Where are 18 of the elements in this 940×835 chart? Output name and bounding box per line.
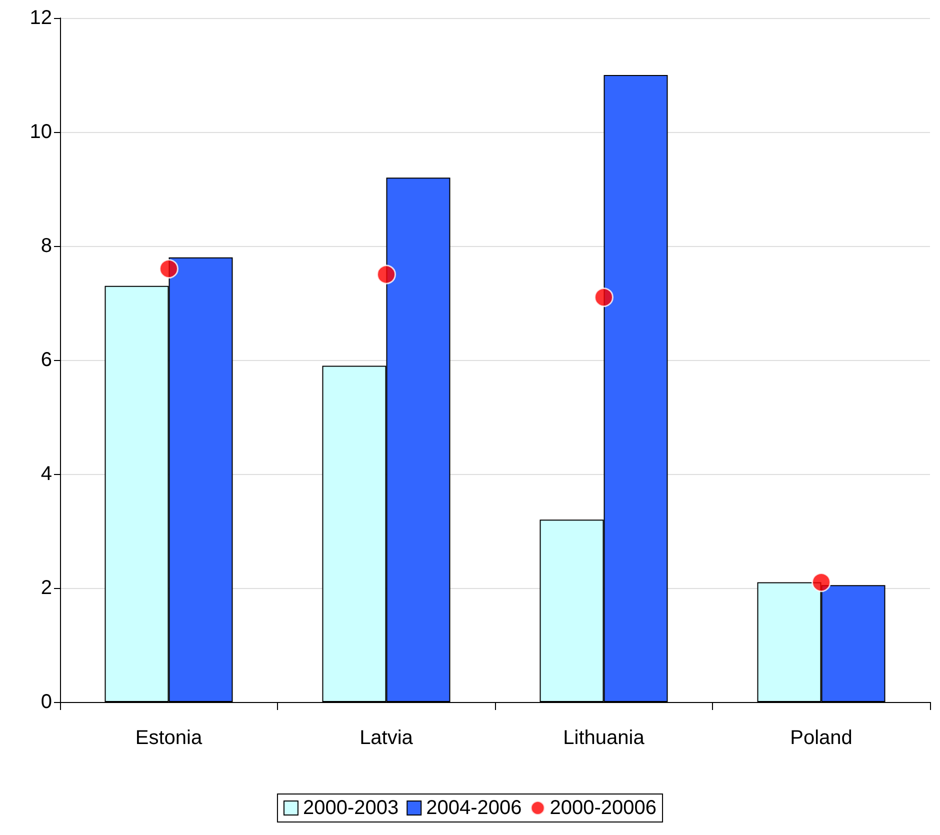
y-tick-label: 12 [30,7,52,29]
x-tick-label: Lithuania [563,727,646,749]
x-tick-label: Latvia [360,727,414,749]
point [159,259,178,279]
point [594,288,614,308]
legend-label: 2004-2006 [426,797,522,819]
point [812,572,831,592]
x-tick-label: Poland [790,727,852,749]
y-tick-label: 6 [40,349,52,371]
y-tick-label: 10 [30,121,52,143]
y-tick-label: 0 [40,691,52,713]
legend-label: 2000-20006 [550,797,657,819]
x-tick-label: Estonia [135,727,203,749]
legend-label: 2000-2003 [302,797,399,819]
y-tick-label: 8 [40,235,52,257]
y-tick-label: 4 [40,463,52,485]
y-tick-label: 2 [40,577,52,599]
point [376,264,396,284]
